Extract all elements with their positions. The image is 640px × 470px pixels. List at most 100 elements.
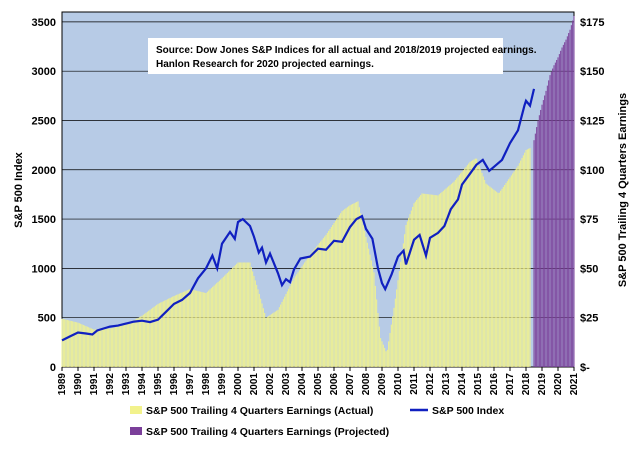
earnings-bar xyxy=(376,299,378,367)
earnings-bar xyxy=(502,186,504,367)
earnings-bar xyxy=(109,328,111,367)
earnings-bar xyxy=(348,206,350,367)
earnings-bar xyxy=(441,191,443,367)
x-tick-label: 2004 xyxy=(297,373,308,396)
earnings-bar xyxy=(476,158,478,367)
earnings-bar xyxy=(336,219,338,367)
earnings-bar xyxy=(144,313,146,367)
x-tick-label: 2015 xyxy=(473,373,484,396)
earnings-bar xyxy=(269,315,271,367)
earnings-bar xyxy=(545,90,547,367)
earnings-bar xyxy=(229,270,231,367)
earnings-bar xyxy=(82,324,84,367)
earnings-bar xyxy=(489,186,491,367)
earnings-bar xyxy=(281,301,283,367)
earnings-bar xyxy=(272,313,274,367)
earnings-bar xyxy=(380,338,382,367)
earnings-bar xyxy=(286,291,288,367)
earnings-bar xyxy=(154,305,156,367)
legend-swatch-projected xyxy=(130,427,142,435)
x-tick-label: 1995 xyxy=(153,373,164,396)
earnings-bar xyxy=(308,256,310,367)
x-tick-label: 2011 xyxy=(409,373,420,395)
earnings-bar xyxy=(526,149,528,367)
earnings-bar xyxy=(125,324,127,367)
earnings-bar xyxy=(117,326,119,367)
earnings-bar xyxy=(74,321,76,367)
earnings-bar xyxy=(556,59,558,367)
earnings-bar xyxy=(92,328,94,367)
earnings-bar xyxy=(360,213,362,367)
earnings-bar xyxy=(146,311,148,367)
earnings-bar xyxy=(246,262,248,367)
earnings-bar xyxy=(196,290,198,367)
earnings-bar xyxy=(201,292,203,367)
earnings-bar xyxy=(518,163,520,367)
earnings-bar xyxy=(178,293,180,367)
earnings-bar xyxy=(317,244,319,367)
earnings-bar xyxy=(133,320,135,367)
earnings-bar xyxy=(90,328,92,367)
source-note-line-1: Source: Dow Jones S&P Indices for all ac… xyxy=(156,45,537,56)
earnings-bar xyxy=(150,308,152,367)
earnings-bar xyxy=(309,254,311,367)
earnings-bar xyxy=(149,309,151,367)
earnings-bar xyxy=(170,297,172,367)
left-tick-label: 1000 xyxy=(32,263,56,275)
earnings-bar xyxy=(497,192,499,367)
earnings-bar xyxy=(408,217,410,367)
earnings-bar xyxy=(561,47,563,367)
earnings-bar xyxy=(434,195,436,367)
earnings-bar xyxy=(390,324,392,367)
earnings-bar xyxy=(406,221,408,367)
earnings-bar xyxy=(88,327,90,367)
earnings-bar xyxy=(174,295,176,367)
earnings-bar xyxy=(516,167,518,367)
earnings-bar xyxy=(509,177,511,367)
earnings-bar xyxy=(113,327,115,367)
earnings-bar xyxy=(460,173,462,367)
earnings-bar xyxy=(405,225,407,367)
right-tick-label: $100 xyxy=(580,165,604,177)
earnings-bar xyxy=(517,165,519,367)
earnings-bar xyxy=(394,298,396,367)
earnings-bar xyxy=(520,160,522,367)
earnings-bar xyxy=(493,189,495,367)
x-tick-label: 2014 xyxy=(457,373,468,396)
earnings-bar xyxy=(368,248,370,367)
earnings-bar xyxy=(420,195,422,367)
earnings-bar xyxy=(288,288,290,367)
earnings-bar xyxy=(302,264,304,367)
earnings-bar xyxy=(385,351,387,367)
earnings-bar xyxy=(86,326,88,367)
earnings-bar xyxy=(164,300,166,367)
earnings-bar xyxy=(330,226,332,367)
left-axis-title: S&P 500 Index xyxy=(13,151,25,227)
legend: S&P 500 Trailing 4 Quarters Earnings (Ac… xyxy=(130,405,504,438)
earnings-bar xyxy=(208,290,210,367)
earnings-bar xyxy=(568,33,570,367)
earnings-bar xyxy=(340,213,342,367)
earnings-bar xyxy=(478,165,480,367)
earnings-bar xyxy=(193,290,195,367)
earnings-bar xyxy=(398,271,400,367)
earnings-bar xyxy=(265,317,267,367)
earnings-bar xyxy=(160,302,162,367)
x-tick-label: 2013 xyxy=(441,373,452,396)
earnings-bar xyxy=(141,315,143,367)
earnings-bar xyxy=(456,178,458,367)
earnings-bar xyxy=(570,25,572,368)
source-note-line-2: Hanlon Research for 2020 projected earni… xyxy=(156,59,374,70)
earnings-bar xyxy=(210,288,212,367)
earnings-bar xyxy=(213,285,215,367)
earnings-bar xyxy=(438,194,440,367)
earnings-bar xyxy=(425,193,427,367)
earnings-bar xyxy=(492,188,494,367)
earnings-bar xyxy=(305,260,307,367)
earnings-bar xyxy=(253,275,255,367)
left-tick-label: 3500 xyxy=(32,17,56,29)
left-tick-label: 500 xyxy=(38,313,56,325)
x-tick-label: 1991 xyxy=(89,373,100,396)
earnings-bar xyxy=(396,289,398,367)
